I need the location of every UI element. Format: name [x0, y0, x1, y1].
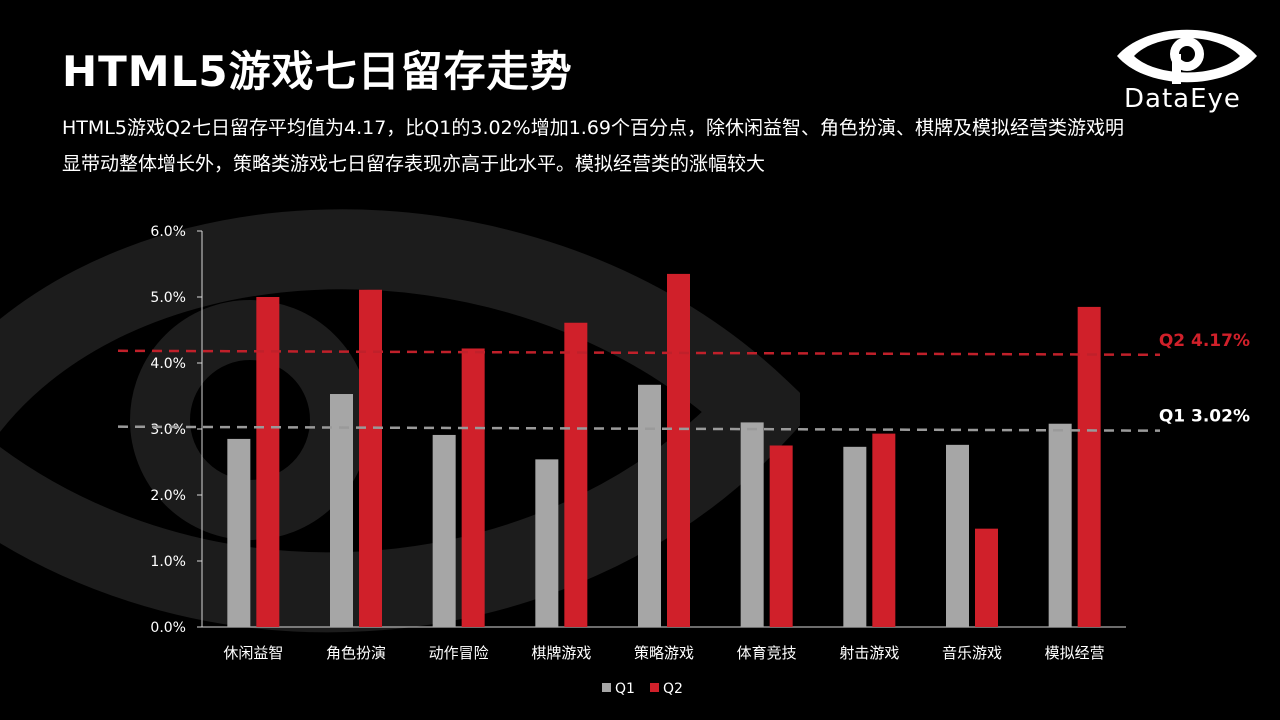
bar-q1-9 [1048, 423, 1072, 627]
reference-line-q1 [117, 425, 1161, 432]
y-tick-label: 0.0% [150, 620, 186, 636]
x-category-label: 棋牌游戏 [531, 644, 591, 662]
bar-q2-5 [667, 273, 690, 627]
bar-q2-1 [256, 297, 280, 627]
y-tick-label: 3.0% [150, 422, 186, 438]
bar-q2-3 [461, 348, 485, 627]
legend: Q1 Q2 [602, 681, 683, 697]
x-category-label: 模拟经营 [1045, 644, 1105, 662]
bar-q1-3 [432, 434, 456, 627]
x-category-label: 射击游戏 [839, 644, 899, 662]
legend-label-q1: Q1 [615, 681, 635, 697]
y-tick-label: 6.0% [150, 224, 186, 240]
dataeye-eye-logo-icon [1117, 29, 1257, 84]
bar-q1-5 [638, 384, 661, 627]
legend-swatch-q1 [602, 683, 611, 692]
page-subtitle: HTML5游戏Q2七日留存平均值为4.17，比Q1的3.02%增加1.69个百分… [62, 117, 1125, 175]
bar-q2-9 [1077, 306, 1101, 627]
bar-q1-6 [740, 422, 764, 627]
reference-label-q1: Q1 3.02% [1159, 407, 1250, 427]
bar-q2-8 [975, 528, 998, 627]
bar-q2-4 [564, 322, 588, 627]
legend-swatch-q2 [650, 683, 659, 692]
x-category-label: 音乐游戏 [942, 644, 1002, 662]
bar-q2-2 [359, 289, 382, 627]
page-title: HTML5游戏七日留存走势 [62, 47, 573, 96]
reference-label-q2: Q2 4.17% [1159, 331, 1250, 351]
x-category-label: 休闲益智 [223, 644, 283, 662]
bar-q1-8 [946, 444, 969, 627]
bars [227, 273, 1101, 627]
logo-text: DataEye [1124, 84, 1241, 114]
legend-label-q2: Q2 [663, 681, 683, 697]
bar-q2-6 [769, 445, 793, 627]
x-category-label: 角色扮演 [326, 644, 386, 662]
bar-q1-7 [843, 446, 867, 627]
x-category-label: 策略游戏 [634, 644, 694, 662]
bar-q2-7 [872, 433, 896, 627]
x-category-label: 动作冒险 [429, 644, 489, 662]
bar-q1-2 [330, 394, 353, 627]
y-tick-label: 4.0% [150, 356, 186, 372]
reference-lines: Q2 4.17% Q1 3.02% [117, 331, 1250, 432]
reference-line-q2 [117, 349, 1161, 357]
y-tick-label: 2.0% [150, 488, 186, 504]
x-axis-categories: 休闲益智 角色扮演 动作冒险 棋牌游戏 策略游戏 体育竞技 射击游戏 音乐游戏 模拟经营 [223, 644, 1104, 662]
y-tick-label: 5.0% [150, 290, 186, 306]
x-category-label: 体育竞技 [737, 644, 797, 662]
y-tick-label: 1.0% [150, 554, 186, 570]
bar-q1-1 [227, 438, 251, 627]
bar-q1-4 [535, 459, 559, 627]
